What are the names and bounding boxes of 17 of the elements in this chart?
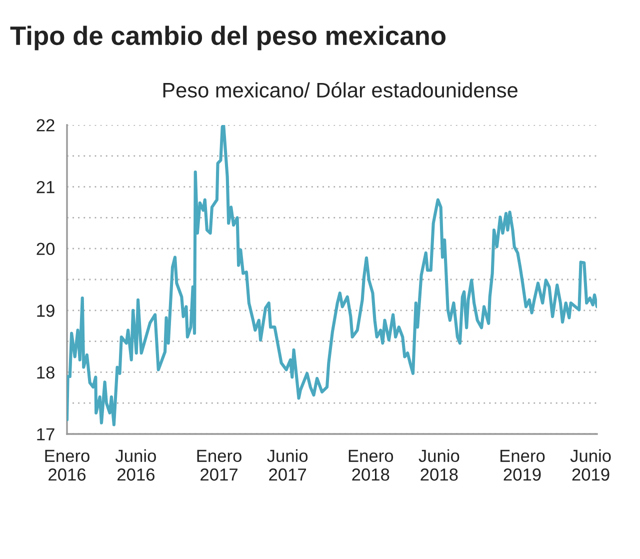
x-tick-label: Enero 2017 — [197, 450, 242, 481]
line-series — [67, 125, 597, 426]
x-tick-label: Junio 2019 — [570, 449, 611, 481]
y-tick-label: 22 — [36, 119, 54, 132]
chart-title: Tipo de cambio del peso mexicano — [10, 26, 446, 50]
y-tick-label: 20 — [36, 242, 55, 256]
chart-subtitle: Peso mexicano/ Dólar estadounidense — [163, 82, 518, 98]
y-tick-label: 17 — [37, 428, 54, 440]
x-tick-label: Enero 2016 — [45, 450, 90, 481]
x-tick-label: Enero 2019 — [500, 450, 545, 481]
y-tick-label: 21 — [36, 180, 54, 194]
y-tick-label: 19 — [37, 304, 54, 317]
x-tick-label: Junio 2017 — [267, 449, 308, 481]
x-tick-label: Junio 2016 — [115, 449, 156, 481]
x-tick-label: Junio 2018 — [418, 449, 460, 481]
y-tick-label: 18 — [37, 366, 54, 379]
x-tick-label: Enero 2018 — [348, 450, 394, 481]
